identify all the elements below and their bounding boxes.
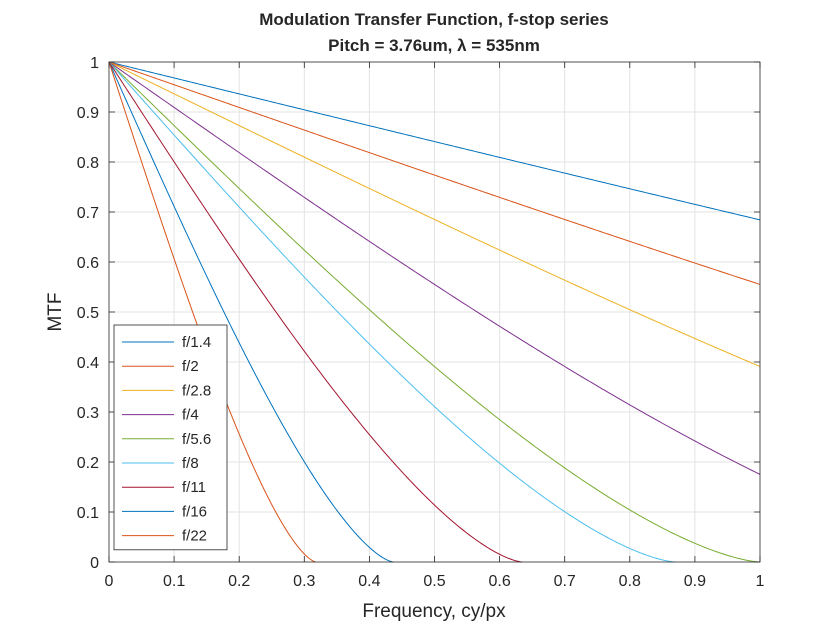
legend-entry: f/1.4 <box>182 334 211 351</box>
x-axis-label: Frequency, cy/px <box>362 601 506 622</box>
x-tick-label: 0.1 <box>163 573 185 590</box>
legend-box <box>113 324 228 551</box>
legend-entry: f/11 <box>182 479 206 496</box>
x-tick-label: 0.3 <box>293 573 315 590</box>
y-tick-label: 0.9 <box>77 105 99 122</box>
legend-entry: f/2 <box>182 358 199 375</box>
x-tick-label: 0.7 <box>554 573 576 590</box>
x-tick-label: 0.2 <box>228 573 250 590</box>
x-tick-label: 1 <box>756 573 765 590</box>
series-line <box>108 61 761 475</box>
legend-entry: f/5.6 <box>182 431 211 448</box>
axis-ticks: 0 0.1 0.2 0.3 0.4 0.5 0.6 0.7 0.8 0.9 1 0 0.1 0.2 0.3 0… <box>77 55 765 590</box>
x-tick-label: 0.8 <box>619 573 641 590</box>
y-tick-label: 0.1 <box>77 505 99 522</box>
series-line <box>108 61 761 367</box>
y-tick-label: 0.8 <box>77 155 99 172</box>
chart-title: Modulation Transfer Function, f-stop ser… <box>259 10 608 29</box>
x-tick-label: 0.5 <box>423 573 445 590</box>
legend-entry: f/4 <box>182 407 199 424</box>
series-line <box>108 61 761 563</box>
y-tick-label: 0.5 <box>77 305 99 322</box>
legend: f/1.4 f/2 f/2.8 f/4 f/5.6 f/8 f/11 f/16 f/22 <box>113 324 228 551</box>
x-tick-label: 0 <box>105 573 114 590</box>
series-line <box>108 61 676 563</box>
y-tick-label: 0.2 <box>77 455 99 472</box>
series-line <box>108 61 761 285</box>
y-tick-label: 0 <box>90 555 99 572</box>
legend-entry: f/2.8 <box>182 382 211 399</box>
series-line <box>108 61 523 563</box>
legend-entry: f/8 <box>182 455 199 472</box>
y-tick-label: 0.4 <box>77 355 99 372</box>
x-tick-label: 0.6 <box>488 573 510 590</box>
y-tick-label: 1 <box>90 55 99 72</box>
y-tick-label: 0.6 <box>77 255 99 272</box>
series-lines <box>108 61 761 563</box>
legend-entry: f/16 <box>182 503 207 520</box>
y-tick-label: 0.7 <box>77 205 99 222</box>
series-line <box>108 61 761 221</box>
y-tick-label: 0.3 <box>77 405 99 422</box>
series-line <box>108 61 394 563</box>
y-axis-label: MTF <box>45 292 66 331</box>
x-tick-label: 0.9 <box>684 573 706 590</box>
x-tick-label: 0.4 <box>358 573 380 590</box>
grid <box>109 62 760 562</box>
chart-subtitle: Pitch = 3.76um, λ = 535nm <box>328 36 540 55</box>
legend-entry: f/22 <box>182 528 207 545</box>
